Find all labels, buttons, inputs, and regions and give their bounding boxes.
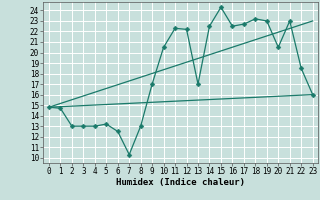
X-axis label: Humidex (Indice chaleur): Humidex (Indice chaleur) (116, 178, 245, 187)
